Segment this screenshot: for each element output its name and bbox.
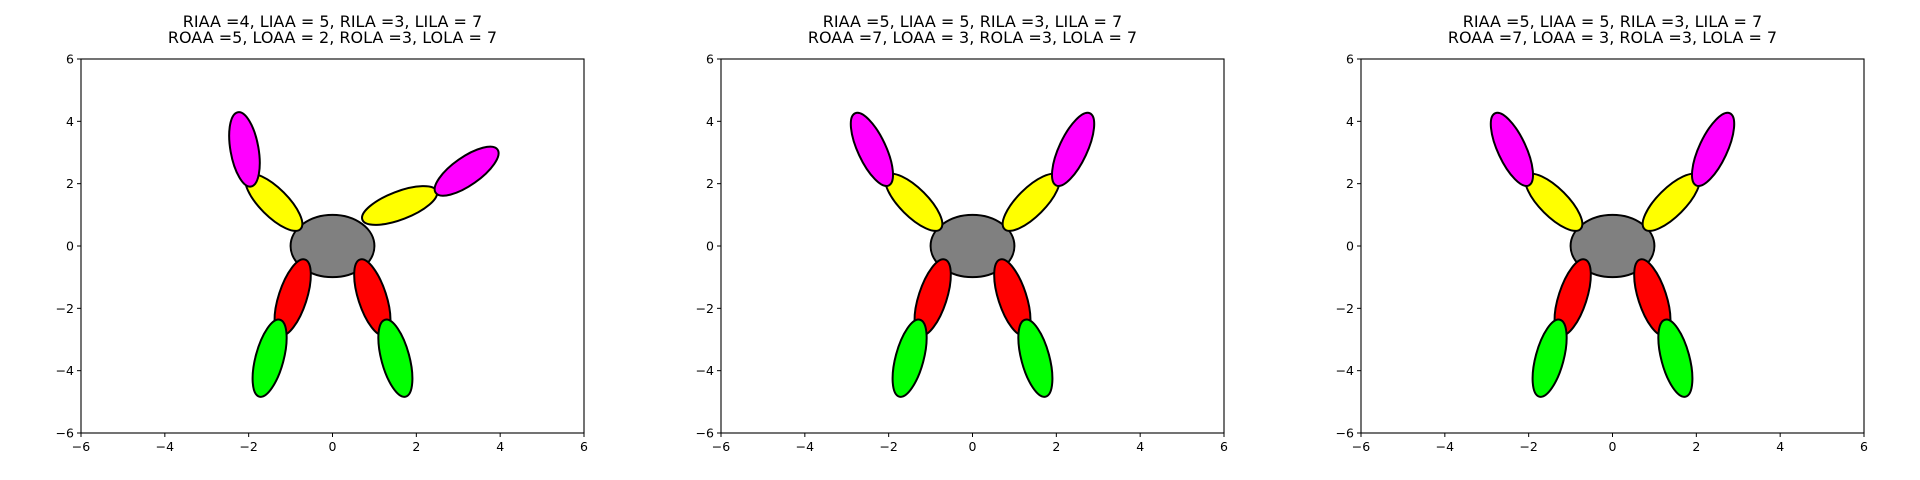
x-tick-label: −2 [239,439,257,454]
chart-title-line: RIAA =5, LIAA = 5, RILA =3, LILA = 7 [1463,12,1762,31]
x-tick-label: 0 [329,439,337,454]
y-tick-label: −6 [56,426,74,441]
ellipse-outer-leg-left [1531,318,1568,398]
plot-area [1489,111,1736,398]
chart-title-line: RIAA =5, LIAA = 5, RILA =3, LILA = 7 [823,12,1122,31]
y-tick-label: 0 [1346,239,1354,254]
y-tick-label: 6 [706,52,714,67]
ellipse-outer-leg-right [1017,318,1054,398]
chart-title-line: ROAA =5, LOAA = 2, ROLA =3, LOLA = 7 [168,28,497,47]
ellipse-outer-arm-left [1489,111,1534,187]
y-tick-label: −2 [56,301,74,316]
chart-panel-3: RIAA =5, LIAA = 5, RILA =3, LILA = 7 ROAA… [1280,0,1920,480]
y-tick-label: −6 [696,426,714,441]
x-tick-label: −2 [1519,439,1537,454]
y-tick-label: −2 [1336,301,1354,316]
x-tick-label: 2 [1692,439,1700,454]
chart-title-line: ROAA =7, LOAA = 3, ROLA =3, LOLA = 7 [1448,28,1777,47]
y-tick-label: 4 [66,114,74,129]
x-tick-label: −6 [1352,439,1370,454]
chart-svg-3: RIAA =5, LIAA = 5, RILA =3, LILA = 7ROAA… [1336,12,1868,454]
ellipse-inner-arm-right [361,185,439,226]
chart-panel-2: RIAA =5, LIAA = 5, RILA =3, LILA = 7 ROAA… [640,0,1280,480]
y-tick-label: −6 [1336,426,1354,441]
y-tick-label: −4 [1336,363,1354,378]
chart-svg-1: RIAA =4, LIAA = 5, RILA =3, LILA = 7ROAA… [56,12,588,454]
ellipse-outer-leg-left [251,318,288,398]
chart-svg-2: RIAA =5, LIAA = 5, RILA =3, LILA = 7ROAA… [696,12,1228,454]
y-tick-label: 4 [706,114,714,129]
y-tick-label: −4 [56,363,74,378]
y-tick-label: 2 [1346,176,1354,191]
chart-title-line: RIAA =4, LIAA = 5, RILA =3, LILA = 7 [183,12,482,31]
y-tick-label: 0 [706,239,714,254]
ellipse-outer-leg-right [377,318,414,398]
ellipse-outer-leg-right [1657,318,1694,398]
ellipse-body [929,213,1016,279]
x-tick-label: −4 [156,439,174,454]
plot-area [849,111,1096,398]
ellipse-body [1569,213,1656,279]
x-tick-label: −4 [1436,439,1454,454]
y-tick-label: −4 [696,363,714,378]
chart-panel-1: RIAA =4, LIAA = 5, RILA =3, LILA = 7 ROAA… [0,0,640,480]
ellipse-body [289,213,376,279]
y-tick-label: 0 [66,239,74,254]
x-tick-label: 4 [1136,439,1144,454]
x-tick-label: 4 [496,439,504,454]
x-tick-label: 0 [1609,439,1617,454]
x-tick-label: −2 [879,439,897,454]
y-tick-label: 2 [66,176,74,191]
x-tick-label: 0 [969,439,977,454]
x-tick-label: 2 [412,439,420,454]
plot-area [228,111,500,398]
x-tick-label: −6 [712,439,730,454]
x-tick-label: 6 [1220,439,1228,454]
ellipse-outer-arm-left [228,111,261,188]
ellipse-outer-arm-right [1051,111,1096,187]
x-tick-label: −6 [72,439,90,454]
x-tick-label: −4 [796,439,814,454]
y-tick-label: 6 [66,52,74,67]
ellipse-outer-arm-right [1691,111,1736,187]
x-tick-label: 6 [580,439,588,454]
ellipse-outer-leg-left [891,318,928,398]
x-tick-label: 2 [1052,439,1060,454]
ellipse-outer-arm-left [849,111,894,187]
chart-title-line: ROAA =7, LOAA = 3, ROLA =3, LOLA = 7 [808,28,1137,47]
y-tick-label: 4 [1346,114,1354,129]
ellipse-outer-arm-right [433,145,500,197]
y-tick-label: 2 [706,176,714,191]
y-tick-label: −2 [696,301,714,316]
x-tick-label: 4 [1776,439,1784,454]
y-tick-label: 6 [1346,52,1354,67]
x-tick-label: 6 [1860,439,1868,454]
